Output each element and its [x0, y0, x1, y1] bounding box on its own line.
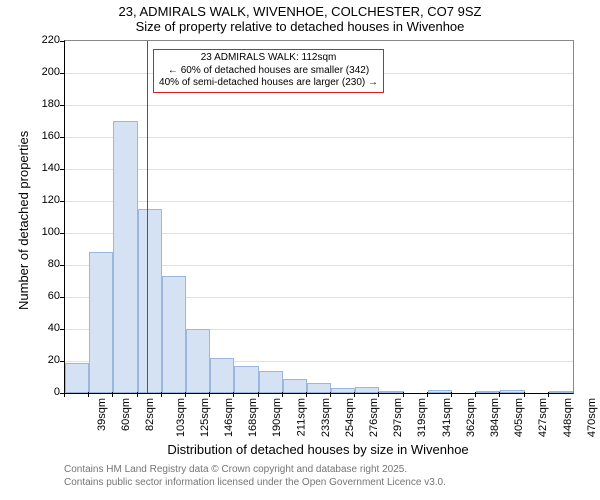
y-axis-label: Number of detached properties — [16, 131, 31, 310]
footer-line2: Contains public sector information licen… — [64, 477, 446, 490]
callout-box: 23 ADMIRALS WALK: 112sqm← 60% of detache… — [153, 49, 384, 93]
xtick-label: 319sqm — [417, 398, 429, 437]
y-axis-ticks: 020406080100120140160180200220 — [34, 40, 60, 392]
ytick-label: 80 — [48, 258, 60, 270]
ytick-mark — [60, 41, 65, 42]
histogram-bar — [259, 371, 283, 393]
xtick-label: 427sqm — [538, 398, 550, 437]
ytick-label: 160 — [42, 130, 60, 142]
x-axis-ticks: 39sqm 60sqm 82sqm 103sqm 125sqm 146sqm 168sqm 1… — [64, 392, 572, 442]
ytick-mark — [60, 73, 65, 74]
xtick-mark — [258, 392, 259, 397]
histogram-bar — [65, 363, 89, 393]
plot-area: 23 ADMIRALS WALK: 112sqm← 60% of detache… — [64, 40, 574, 394]
histogram-bar — [113, 121, 137, 393]
xtick-mark — [306, 392, 307, 397]
xtick-label: 448sqm — [562, 398, 574, 437]
ytick-label: 20 — [48, 354, 60, 366]
callout-line2: ← 60% of detached houses are smaller (34… — [159, 65, 378, 78]
xtick-label: 405sqm — [513, 398, 525, 437]
xtick-label: 233sqm — [320, 398, 332, 437]
ytick-mark — [60, 297, 65, 298]
xtick-mark — [330, 392, 331, 397]
xtick-mark — [64, 392, 65, 397]
ytick-label: 200 — [42, 66, 60, 78]
ytick-mark — [60, 105, 65, 106]
xtick-label: 146sqm — [223, 398, 235, 437]
xtick-label: 362sqm — [465, 398, 477, 437]
ytick-label: 100 — [42, 226, 60, 238]
ytick-mark — [60, 137, 65, 138]
gridline — [65, 105, 573, 106]
xtick-label: 190sqm — [271, 398, 283, 437]
xtick-label: 276sqm — [368, 398, 380, 437]
xtick-mark — [499, 392, 500, 397]
xtick-mark — [233, 392, 234, 397]
histogram-bar — [138, 209, 162, 393]
xtick-mark — [427, 392, 428, 397]
ytick-mark — [60, 329, 65, 330]
marker-line — [147, 41, 148, 393]
xtick-mark — [524, 392, 525, 397]
ytick-label: 60 — [48, 290, 60, 302]
ytick-label: 120 — [42, 194, 60, 206]
gridline — [65, 201, 573, 202]
histogram-bar — [89, 252, 113, 393]
histogram-bar — [186, 329, 210, 393]
xtick-label: 60sqm — [120, 398, 132, 431]
histogram-bar — [210, 358, 234, 393]
xtick-mark — [378, 392, 379, 397]
xtick-mark — [403, 392, 404, 397]
xtick-mark — [282, 392, 283, 397]
histogram-bar — [234, 366, 258, 393]
gridline — [65, 169, 573, 170]
xtick-label: 297sqm — [392, 398, 404, 437]
ytick-mark — [60, 169, 65, 170]
callout-line1: 23 ADMIRALS WALK: 112sqm — [159, 52, 378, 65]
ytick-label: 40 — [48, 322, 60, 334]
ytick-label: 220 — [42, 34, 60, 46]
histogram-bar — [283, 379, 307, 393]
xtick-mark — [112, 392, 113, 397]
xtick-mark — [548, 392, 549, 397]
xtick-mark — [475, 392, 476, 397]
xtick-label: 254sqm — [344, 398, 356, 437]
xtick-mark — [88, 392, 89, 397]
xtick-mark — [451, 392, 452, 397]
xtick-label: 384sqm — [489, 398, 501, 437]
histogram-chart: 23, ADMIRALS WALK, WIVENHOE, COLCHESTER,… — [0, 0, 600, 500]
ytick-mark — [60, 201, 65, 202]
gridline — [65, 137, 573, 138]
xtick-label: 470sqm — [586, 398, 598, 437]
ytick-label: 180 — [42, 98, 60, 110]
histogram-bar — [162, 276, 186, 393]
xtick-label: 82sqm — [144, 398, 156, 431]
xtick-label: 103sqm — [175, 398, 187, 437]
xtick-mark — [185, 392, 186, 397]
ytick-label: 0 — [54, 386, 60, 398]
ytick-label: 140 — [42, 162, 60, 174]
chart-title-line2: Size of property relative to detached ho… — [0, 19, 600, 34]
xtick-mark — [161, 392, 162, 397]
footer-line1: Contains HM Land Registry data © Crown c… — [64, 464, 446, 477]
ytick-mark — [60, 265, 65, 266]
footer-attribution: Contains HM Land Registry data © Crown c… — [64, 464, 446, 489]
xtick-mark — [137, 392, 138, 397]
callout-line3: 40% of semi-detached houses are larger (… — [159, 77, 378, 90]
xtick-mark — [354, 392, 355, 397]
ytick-mark — [60, 233, 65, 234]
xtick-label: 341sqm — [441, 398, 453, 437]
xtick-mark — [209, 392, 210, 397]
xtick-label: 168sqm — [247, 398, 259, 437]
xtick-label: 211sqm — [295, 398, 307, 436]
x-axis-label: Distribution of detached houses by size … — [64, 442, 572, 457]
xtick-label: 39sqm — [96, 398, 108, 431]
chart-title-line1: 23, ADMIRALS WALK, WIVENHOE, COLCHESTER,… — [0, 4, 600, 19]
xtick-label: 125sqm — [199, 398, 211, 437]
